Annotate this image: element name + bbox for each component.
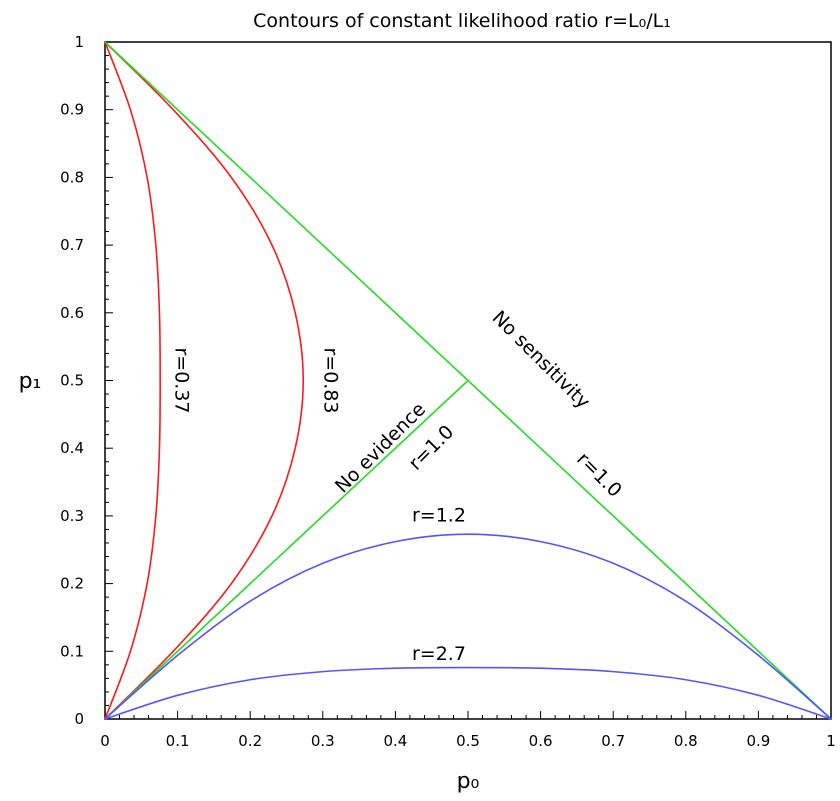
series-line-r-1-2 <box>104 533 832 720</box>
axis-ticks <box>104 41 832 720</box>
x-axis-title: p₀ <box>457 769 480 794</box>
series-line-r-0-37 <box>104 41 161 720</box>
x-tick-label: 0.8 <box>674 732 698 750</box>
x-tick-label: 0.7 <box>601 732 625 750</box>
x-tick-label: 0.1 <box>166 732 190 750</box>
y-tick-label: 0 <box>74 710 84 728</box>
y-tick-label: 0.5 <box>60 372 84 390</box>
x-tick-label: 0.9 <box>746 732 770 750</box>
curve-annotation: r=0.83 <box>320 347 342 413</box>
y-tick-label: 1 <box>74 33 84 51</box>
x-tick-labels: 0 0.1 0.2 0.3 0.4 0.5 0.6 0.7 0.8 0.9 1 <box>100 732 836 750</box>
y-tick-label: 0.6 <box>60 304 84 322</box>
curve-annotation: r=1.2 <box>412 504 466 526</box>
series-line-r-1-0 <box>104 379 469 720</box>
x-tick-label: 0 <box>100 732 110 750</box>
y-tick-label: 0.8 <box>60 168 84 186</box>
curve-annotation: r=2.7 <box>412 643 466 665</box>
y-tick-label: 0.2 <box>60 575 84 593</box>
y-tick-label: 0.7 <box>60 236 84 254</box>
curve-annotation: r=0.37 <box>171 347 193 413</box>
x-tick-label: 0.4 <box>383 732 407 750</box>
curve-annotation: r=1.0 <box>572 448 626 502</box>
series-line-r-0-83 <box>104 41 304 720</box>
y-tick-label: 0.1 <box>60 642 84 660</box>
series-line-r-2-7 <box>104 666 832 720</box>
x-tick-label: 0.3 <box>311 732 335 750</box>
x-tick-label: 1 <box>826 732 836 750</box>
y-tick-label: 0.9 <box>60 101 84 119</box>
y-tick-label: 0.4 <box>60 439 84 457</box>
chart-title: Contours of constant likelihood ratio r=… <box>253 10 671 32</box>
series-line-r-1-0 <box>104 41 832 720</box>
x-tick-label: 0.6 <box>529 732 553 750</box>
y-tick-labels: 0 0.1 0.2 0.3 0.4 0.5 0.6 0.7 0.8 0.9 1 <box>60 33 84 728</box>
x-tick-label: 0.5 <box>456 732 480 750</box>
curve-annotation: No sensitivity <box>488 307 595 414</box>
y-axis-title: p₁ <box>19 369 42 394</box>
y-tick-label: 0.3 <box>60 507 84 525</box>
x-tick-label: 0.2 <box>238 732 262 750</box>
series-layer <box>104 41 832 720</box>
